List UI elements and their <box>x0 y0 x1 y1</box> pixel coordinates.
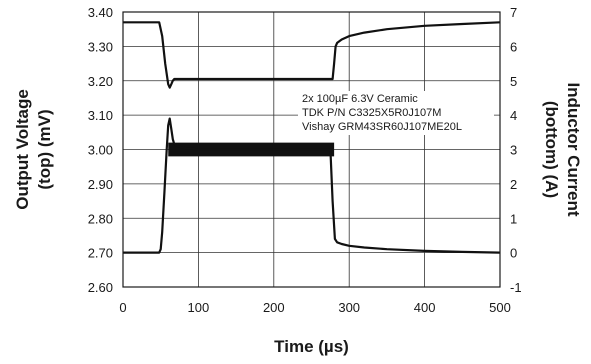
series-group <box>123 21 501 254</box>
right-axis-title: Inductor Current (bottom) (A) <box>542 82 583 216</box>
right-tick-label: 6 <box>510 39 517 54</box>
left-tick-label: 2.80 <box>88 211 113 226</box>
left-tick-label: 3.30 <box>88 39 113 54</box>
left-tick-label: 2.70 <box>88 246 113 261</box>
right-tick-label: 3 <box>510 143 517 158</box>
inductor-current-line <box>123 117 501 254</box>
annotation-box: 2x 100µF 6.3V Ceramic TDK P/N C3325X5R0J… <box>298 91 494 135</box>
right-tick-label: 2 <box>510 177 517 192</box>
annotation-line-2: TDK P/N C3325X5R0J107M <box>302 107 441 119</box>
x-tick-label: 100 <box>188 300 210 315</box>
left-axis-ticks: 2.60 2.70 2.80 2.90 3.00 3.10 3.20 3.30 3.40 <box>88 5 113 295</box>
left-axis-title-line-2: (top) (mV) <box>35 109 54 189</box>
right-tick-label: 4 <box>510 108 517 123</box>
right-tick-label: 7 <box>510 5 517 20</box>
right-tick-label: 0 <box>510 246 517 261</box>
plot-frame <box>122 11 501 288</box>
left-tick-label: 2.90 <box>88 177 113 192</box>
left-axis-title: Output Voltage (top) (mV) <box>13 89 54 210</box>
annotation-line-1: 2x 100µF 6.3V Ceramic <box>302 93 418 105</box>
x-axis-ticks: 0 100 200 300 400 500 <box>119 300 510 315</box>
left-tick-label: 2.60 <box>88 280 113 295</box>
x-tick-label: 0 <box>119 300 126 315</box>
x-tick-label: 500 <box>489 300 511 315</box>
annotation-background <box>298 91 494 135</box>
annotation-line-3: Vishay GRM43SR60J107ME20L <box>302 121 462 133</box>
left-tick-label: 3.00 <box>88 143 113 158</box>
left-tick-label: 3.40 <box>88 5 113 20</box>
output-voltage-line <box>123 21 501 89</box>
x-tick-label: 400 <box>414 300 436 315</box>
right-axis-title-line-2: (bottom) (A) <box>542 101 561 198</box>
left-tick-label: 3.10 <box>88 108 113 123</box>
right-tick-label: -1 <box>510 280 522 295</box>
right-tick-label: 5 <box>510 74 517 89</box>
right-tick-label: 1 <box>510 211 517 226</box>
right-axis-ticks: -1 0 1 2 3 4 5 6 7 <box>510 5 522 295</box>
right-axis-title-line-1: Inductor Current <box>564 82 583 216</box>
left-tick-label: 3.20 <box>88 74 113 89</box>
x-tick-label: 300 <box>338 300 360 315</box>
x-tick-label: 200 <box>263 300 285 315</box>
x-axis-title: Time (µs) <box>274 337 349 356</box>
left-axis-title-line-1: Output Voltage <box>13 89 32 210</box>
